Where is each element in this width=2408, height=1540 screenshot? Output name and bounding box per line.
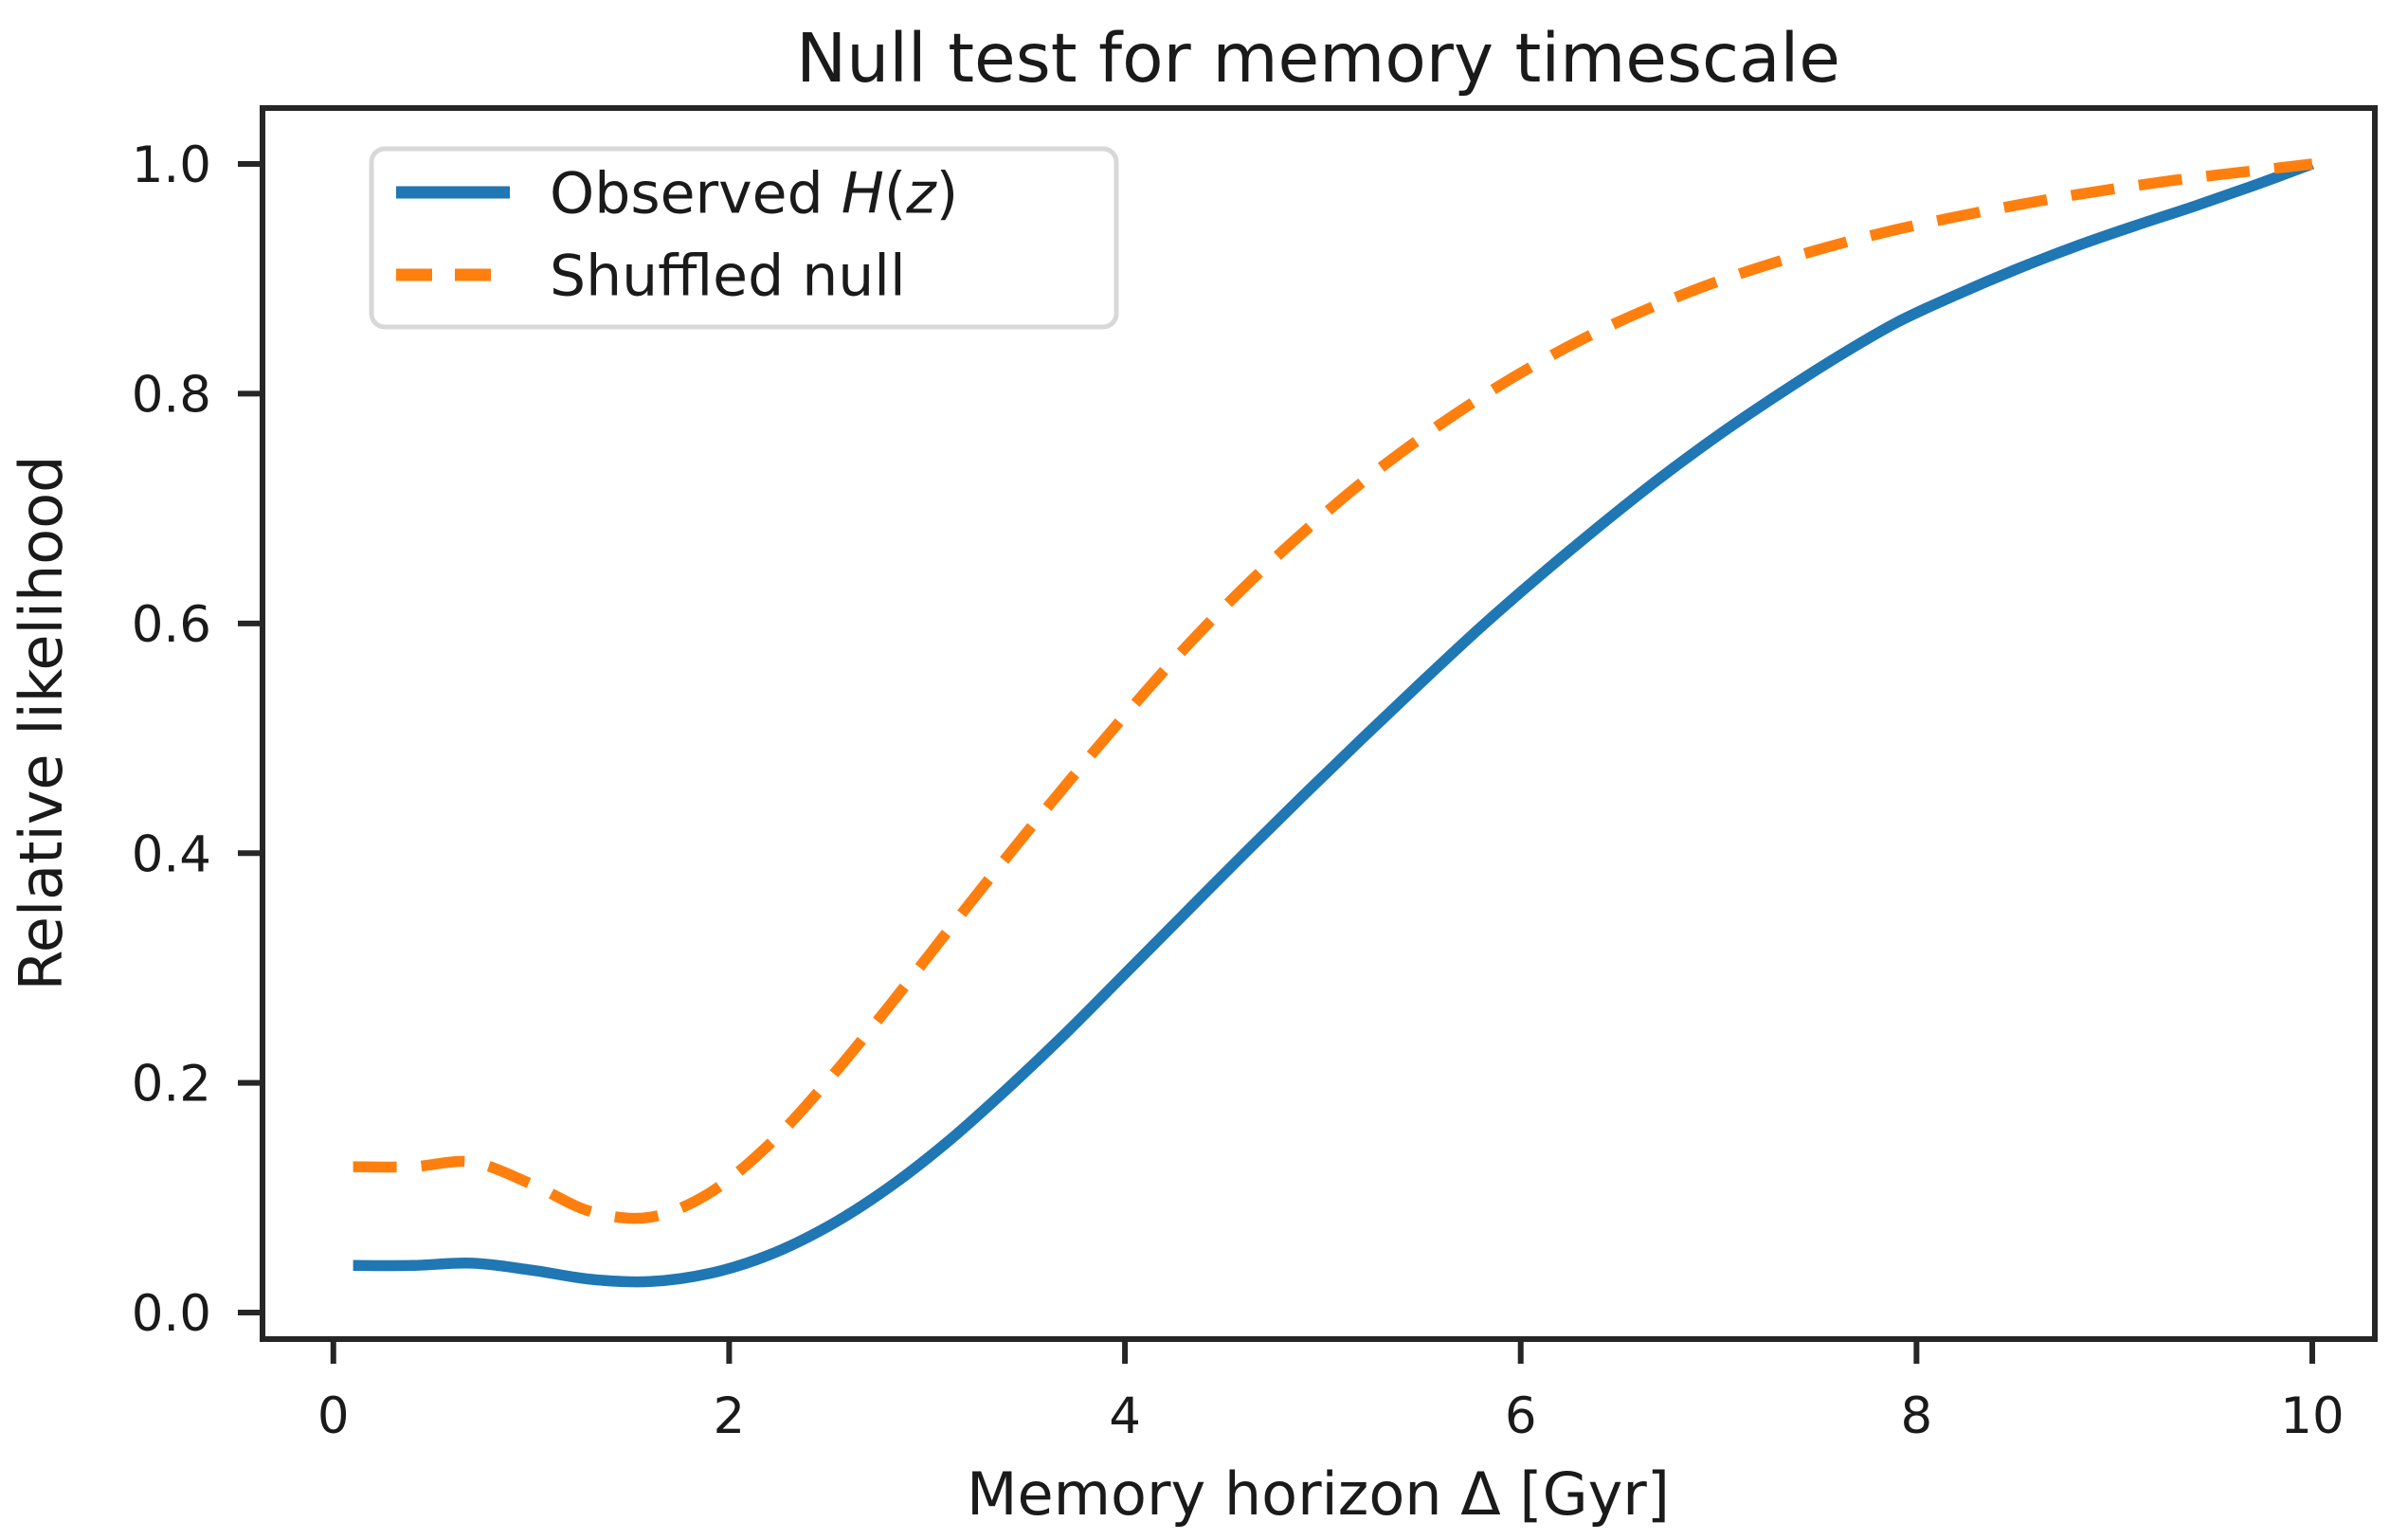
y-tick-label: 0.8	[132, 366, 211, 424]
y-axis-label: Relative likelihood	[7, 456, 76, 991]
x-tick-label: 4	[1109, 1387, 1141, 1445]
x-tick-label: 2	[714, 1387, 746, 1445]
curves-layer	[353, 158, 2315, 1288]
y-tick-label: 0.2	[132, 1056, 211, 1114]
legend-box	[369, 146, 1119, 330]
x-tick-label: 10	[2280, 1387, 2344, 1445]
series-observed-line	[353, 158, 2315, 1288]
x-tick-label: 0	[317, 1387, 350, 1445]
y-axis-ticks: 0.0 0.2 0.4 0.6 0.8 1.0	[132, 136, 263, 1343]
x-tick-label: 8	[1900, 1387, 1932, 1445]
x-tick-label: 6	[1505, 1387, 1537, 1445]
y-tick-label: 1.0	[132, 136, 211, 194]
x-axis-label: Memory horizon Δ [Gyr]	[967, 1459, 1670, 1529]
y-tick-label: 0.0	[132, 1285, 211, 1343]
legend: Observed H(z) Shuffled null	[369, 146, 1119, 330]
legend-label-observed: Observed H(z)	[550, 161, 958, 227]
legend-label-shuffled: Shuffled null	[550, 244, 906, 310]
y-tick-label: 0.4	[132, 825, 211, 883]
series-shuffled-line	[353, 158, 2313, 1224]
x-axis-ticks: 0 2 4 6 8 10	[317, 1339, 2345, 1445]
chart-title: Null test for memory timescale	[796, 19, 1840, 98]
plot-frame	[260, 105, 2378, 1342]
y-tick-label: 0.6	[132, 596, 211, 654]
